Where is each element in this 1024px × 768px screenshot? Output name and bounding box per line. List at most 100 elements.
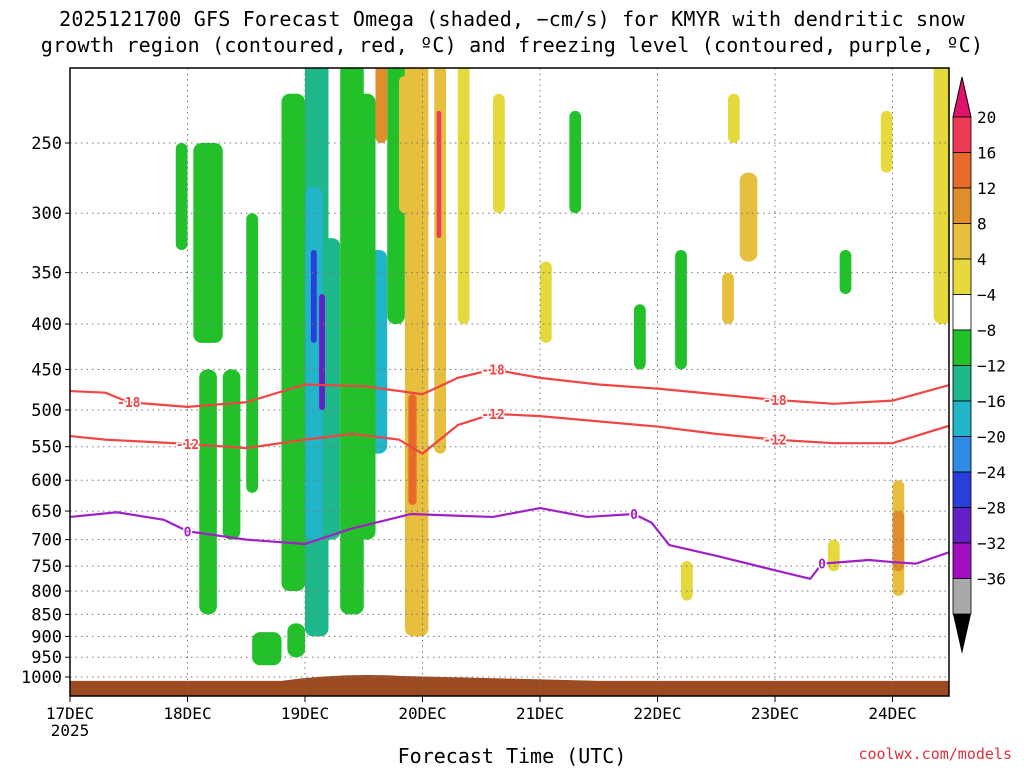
colorbar-swatch-12 [952, 542, 972, 579]
omega-shade-2 [175, 143, 188, 250]
omega-shade-18 [436, 110, 442, 239]
omega-shade-3 [222, 369, 241, 540]
y-tick-label-300: 300 [31, 204, 62, 224]
credit-text: coolwx.com/models [858, 745, 1012, 763]
omega-shade-5 [281, 93, 305, 592]
colorbar-swatch-5 [952, 294, 972, 331]
y-tick-label-500: 500 [31, 401, 62, 421]
colorbar-label-6: −8 [977, 321, 996, 340]
omega-shade-38 [287, 623, 305, 658]
omega-shade-35 [880, 110, 893, 173]
y-tick-label-550: 550 [31, 438, 62, 458]
omega-shade-27 [728, 93, 740, 143]
x-tick-label-23DEC: 23DEC [751, 704, 799, 723]
x-axis-title: Forecast Time (UTC) [397, 744, 627, 768]
colorbar-label-4: 4 [977, 250, 987, 269]
colorbar-swatch-10 [952, 471, 972, 508]
y-tick-label-650: 650 [31, 502, 62, 522]
contour-label-2-2: 0 [818, 558, 826, 573]
colorbar-swatch-3 [952, 223, 972, 260]
x-tick-label-22DEC: 22DEC [633, 704, 681, 723]
omega-shade-1 [199, 369, 217, 615]
colorbar-swatch-7 [952, 365, 972, 402]
omega-shade-23 [569, 110, 582, 214]
omega-shade-34 [933, 68, 949, 325]
colorbar-label-7: −12 [977, 357, 1006, 376]
contour-0 [70, 368, 949, 409]
y-tick-label-400: 400 [31, 315, 62, 335]
colorbar-label-11: −28 [977, 499, 1006, 518]
colorbar-swatch-13 [952, 578, 972, 615]
y-tick-label-900: 900 [31, 627, 62, 647]
contour-label-0-1: -18 [481, 363, 505, 378]
omega-shade-10 [319, 294, 325, 410]
contour-2 [70, 506, 949, 580]
contour-label-1-1: -12 [481, 408, 504, 423]
colorbar-swatch-8 [952, 400, 972, 437]
colorbar-label-2: 12 [977, 179, 996, 198]
colorbar-swatch-6 [952, 329, 972, 366]
chart-title-line-1: 2025121700 GFS Forecast Omega (shaded, −… [59, 7, 965, 31]
omega-shade-16 [408, 394, 417, 506]
contour-label-2-1: 0 [630, 508, 638, 523]
y-tick-label-700: 700 [31, 531, 62, 551]
omega-shade-33 [892, 511, 905, 572]
plot-area: -18 -18 -18 -12 -12 -12 0 0 0 [70, 68, 949, 696]
omega-shade-9 [322, 238, 341, 540]
x-tick-label-21DEC: 21DEC [516, 704, 564, 723]
colorbar-swatch-9 [952, 436, 972, 473]
colorbar-bottom-arrow [953, 614, 971, 654]
omega-shade-4 [246, 213, 258, 493]
y-tick-label-350: 350 [31, 264, 62, 284]
y-tick-label-250: 250 [31, 134, 62, 154]
y-tick-label-600: 600 [31, 471, 62, 491]
colorbar-label-10: −24 [977, 463, 1006, 482]
omega-shade-0 [193, 143, 223, 343]
omega-shade-28 [739, 172, 758, 262]
y-tick-label-950: 950 [31, 648, 62, 668]
omega-shade-36 [681, 561, 693, 601]
x-tick-label-24DEC: 24DEC [868, 704, 916, 723]
colorbar-label-5: −4 [977, 286, 996, 305]
omega-shade-21 [457, 68, 470, 325]
omega-shade-22 [493, 93, 505, 214]
colorbar-swatch-1 [952, 152, 972, 189]
colorbar-swatch-0 [952, 116, 972, 153]
colorbar-label-0: 20 [977, 108, 996, 127]
colorbar-label-12: −32 [977, 534, 1006, 553]
x-tick-sublabel-17DEC: 2025 [51, 721, 90, 740]
x-tick-label-20DEC: 20DEC [398, 704, 446, 723]
colorbar-label-9: −20 [977, 428, 1006, 447]
contour-label-1-0: -12 [176, 438, 199, 453]
omega-shade-13 [357, 93, 376, 540]
omega-shade-11 [340, 68, 364, 615]
omega-shade-25 [634, 304, 646, 370]
chart-title-line-2: growth region (contoured, red, ºC) and f… [40, 33, 984, 57]
omega-shade-26 [675, 249, 687, 370]
omega-shade-24 [540, 261, 552, 343]
x-tick-label-17DEC: 17DEC [46, 704, 94, 723]
contour-label-0-0: -18 [117, 396, 141, 411]
y-tick-label-1000: 1000 [21, 668, 62, 688]
colorbar-label-3: 8 [977, 215, 987, 234]
surface-terrain [70, 675, 949, 696]
omega-shade-30 [839, 249, 852, 295]
contour-label-2-0: 0 [184, 525, 192, 540]
x-tick-label-19DEC: 19DEC [281, 704, 329, 723]
plot-frame [69, 67, 950, 697]
y-tick-label-750: 750 [31, 557, 62, 577]
y-tick-label-850: 850 [31, 605, 62, 625]
contour-label-0-2: -18 [763, 394, 787, 409]
colorbar-swatch-11 [952, 507, 972, 544]
colorbar-swatch-4 [952, 258, 972, 295]
x-tick-label-18DEC: 18DEC [163, 704, 211, 723]
contour-1 [70, 412, 949, 455]
colorbar-label-13: −36 [977, 570, 1006, 589]
y-tick-label-450: 450 [31, 360, 62, 380]
colorbar-top-arrow [952, 76, 972, 118]
omega-shade-19 [375, 68, 388, 143]
omega-shade-29 [722, 272, 734, 325]
colorbar-swatch-2 [952, 187, 972, 224]
colorbar-label-1: 16 [977, 144, 996, 163]
